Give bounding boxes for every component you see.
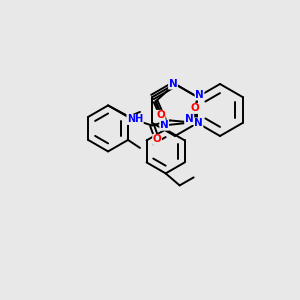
Text: N: N bbox=[195, 90, 204, 100]
Text: O: O bbox=[153, 134, 161, 144]
Text: N: N bbox=[194, 118, 203, 128]
Text: N: N bbox=[185, 114, 194, 124]
Text: N: N bbox=[160, 120, 169, 130]
Text: N: N bbox=[169, 79, 177, 89]
Text: O: O bbox=[191, 103, 200, 113]
Text: NH: NH bbox=[127, 114, 143, 124]
Text: O: O bbox=[156, 110, 165, 120]
